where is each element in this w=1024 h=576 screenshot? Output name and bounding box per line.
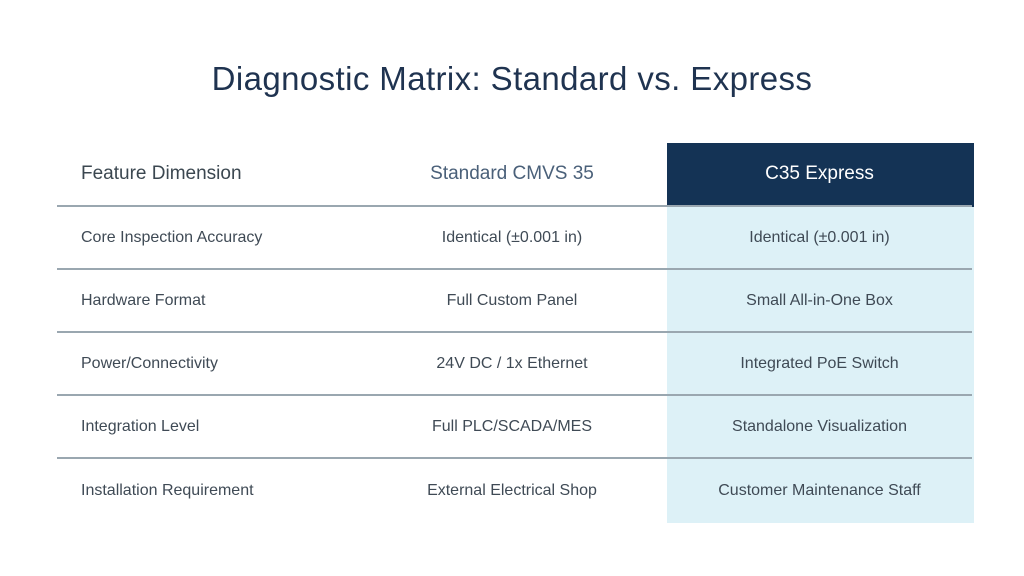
cell-feature: Hardware Format (81, 291, 206, 309)
comparison-matrix: Feature Dimension Standard CMVS 35 C35 E… (57, 143, 974, 523)
column-header-standard: Standard CMVS 35 (430, 163, 594, 184)
cell-express: Small All-in-One Box (746, 291, 893, 309)
cell-feature: Integration Level (81, 417, 200, 435)
cell-express: Customer Maintenance Staff (718, 481, 921, 499)
cell-standard: Identical (±0.001 in) (441, 228, 583, 246)
cell-feature: Installation Requirement (81, 481, 254, 499)
cell-standard: 24V DC / 1x Ethernet (436, 354, 588, 372)
cell-express: Identical (±0.001 in) (749, 228, 890, 246)
cell-standard: Full PLC/SCADA/MES (431, 417, 593, 435)
table-header-row: Feature Dimension Standard CMVS 35 C35 E… (57, 143, 972, 207)
table-row: Core Inspection Accuracy Identical (±0.0… (57, 207, 972, 270)
cell-express: Integrated PoE Switch (740, 354, 899, 372)
cell-standard: Full Custom Panel (446, 291, 578, 309)
column-header-feature-dimension: Feature Dimension (81, 163, 242, 184)
table-row: Installation Requirement External Electr… (57, 459, 972, 522)
highlight-column-background (667, 207, 974, 523)
table-row: Hardware Format Full Custom Panel Small … (57, 270, 972, 333)
cell-feature: Power/Connectivity (81, 354, 218, 372)
page-title: Diagnostic Matrix: Standard vs. Express (211, 60, 813, 97)
cell-express: Standalone Visualization (732, 417, 907, 435)
cell-standard: External Electrical Shop (427, 481, 597, 499)
table-row: Power/Connectivity 24V DC / 1x Ethernet … (57, 333, 972, 396)
table-row: Integration Level Full PLC/SCADA/MES Sta… (57, 396, 972, 459)
column-header-express: C35 Express (765, 163, 874, 184)
cell-feature: Core Inspection Accuracy (81, 228, 263, 246)
highlight-column-header-background (667, 143, 974, 207)
matrix-rows: Feature Dimension Standard CMVS 35 C35 E… (57, 143, 972, 522)
